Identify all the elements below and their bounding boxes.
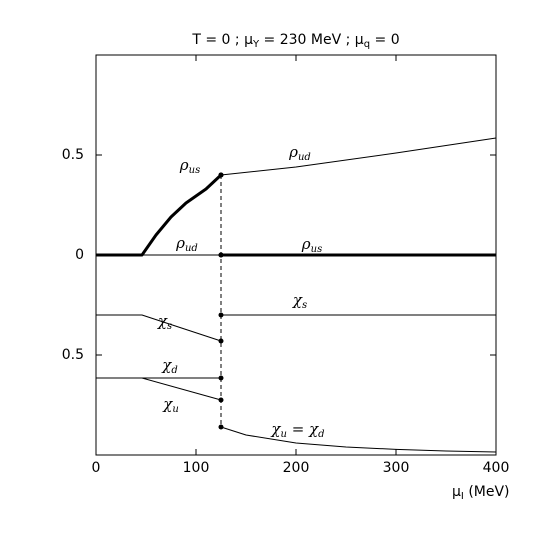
point [218,252,224,258]
x-tick-label: 100 [183,460,210,476]
point [218,312,224,318]
x-tick-label: 400 [483,460,510,476]
x-tick-label: 300 [383,460,410,476]
curve [220,137,497,176]
subscript: s [302,300,307,311]
point [218,172,224,178]
text-part: = 230 MeV ; μ [259,32,364,48]
text-part: χ [157,312,168,330]
text-part: T = 0 ; μ [191,32,253,48]
text-part: = 0 [370,32,400,48]
annotation: χs [292,291,307,311]
annotation: χu = χd [270,420,324,440]
point [218,424,224,430]
annotation: χu [162,395,179,415]
point [218,397,224,403]
subscript: q [364,39,370,50]
annotation: ρud [175,234,198,254]
point [218,338,224,344]
curve [220,426,497,453]
subscript: I [461,491,464,502]
annotation: χd [161,356,178,376]
curve [96,314,222,342]
text-part: ρ [288,143,298,161]
curve [96,173,223,257]
x-tick-label: 200 [283,460,310,476]
text-part: ρ [179,156,189,174]
y-tick-label: 0.5 [62,147,84,163]
point [218,375,224,381]
subscript: us [311,244,323,255]
annotation: χs [157,312,172,332]
subscript: us [189,165,201,176]
subscript: u [281,429,287,440]
curve [96,377,222,401]
text-part: ρ [301,235,311,253]
text-part: (MeV) [464,484,510,500]
annotation: ρud [288,143,311,163]
text-part: ρ [175,234,185,252]
subscript: d [318,429,324,440]
text-part: μ [452,484,461,500]
annotation: ρus [179,156,200,176]
text-part: χ [162,395,173,413]
subscript: s [167,321,172,332]
text-part: χ [161,356,172,374]
x-axis-label: μI (MeV) [452,484,510,502]
y-tick-label: 0.5 [62,347,84,363]
subscript: Y [252,39,260,50]
subscript: d [171,365,177,376]
x-tick-label: 0 [92,460,101,476]
subscript: ud [298,152,311,163]
text-part: = χ [287,420,319,438]
annotation: ρus [301,235,322,255]
chart-title: T = 0 ; μY = 230 MeV ; μq = 0 [191,32,399,50]
subscript: ud [185,243,198,254]
subscript: u [172,404,178,415]
text-part: χ [292,291,303,309]
y-tick-label: 0 [75,247,84,263]
text-part: χ [270,420,281,438]
